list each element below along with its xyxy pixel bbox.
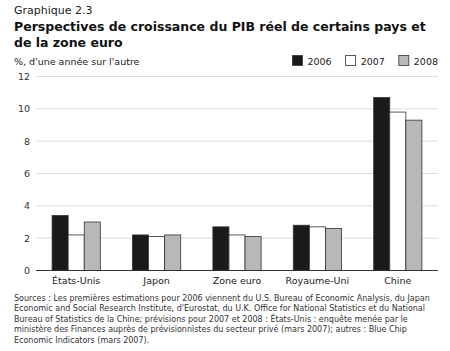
bar (84, 222, 100, 271)
grid-line (36, 76, 438, 77)
bar (245, 237, 261, 271)
bar (374, 98, 390, 271)
grid-line (36, 270, 438, 271)
x-tick-label: Japon (142, 275, 170, 286)
legend-label: 2006 (307, 56, 331, 67)
bar (406, 120, 422, 270)
legend-swatch (399, 56, 409, 66)
chart: Graphique 2.3 Perspectives de croissance … (0, 0, 450, 351)
legend-swatch (346, 56, 356, 66)
bar (68, 235, 84, 271)
source-note: Sources : Les premières estimations pour… (14, 293, 430, 345)
bar (165, 235, 181, 271)
y-tick-label: 8 (24, 136, 30, 147)
legend-swatch (292, 56, 302, 66)
title: Perspectives de croissance du PIB réel d… (14, 19, 426, 50)
bar (149, 237, 165, 271)
y-axis-label: %, d'une année sur l'autre (14, 56, 140, 67)
legend: 2008 2007 2006 (292, 56, 438, 67)
bar (229, 235, 245, 271)
x-tick-label: Zone euro (213, 275, 262, 286)
legend-label: 2007 (361, 56, 385, 67)
legend-label: 2008 (414, 56, 438, 67)
bar (325, 228, 341, 270)
figure-label: Graphique 2.3 (14, 4, 93, 17)
x-axis-line (36, 270, 438, 271)
y-tick-label: 10 (18, 103, 30, 114)
bar (309, 227, 325, 271)
y-tick-label: 6 (24, 168, 30, 179)
bars (52, 98, 422, 271)
bar (213, 227, 229, 271)
y-tick-label: 2 (24, 233, 30, 244)
bar (293, 225, 309, 270)
y-tick-label: 4 (24, 200, 30, 211)
bar (390, 112, 406, 270)
y-axis: 0 2 4 6 8 10 12 (18, 71, 438, 276)
x-tick-label: Royaume-Uni (286, 275, 350, 286)
bar (52, 216, 68, 271)
x-tick-label: États-Unis (52, 275, 100, 286)
x-tick-label: Chine (384, 275, 411, 286)
y-tick-label: 0 (24, 265, 30, 276)
y-tick-label: 12 (18, 71, 30, 82)
bar (132, 235, 148, 271)
